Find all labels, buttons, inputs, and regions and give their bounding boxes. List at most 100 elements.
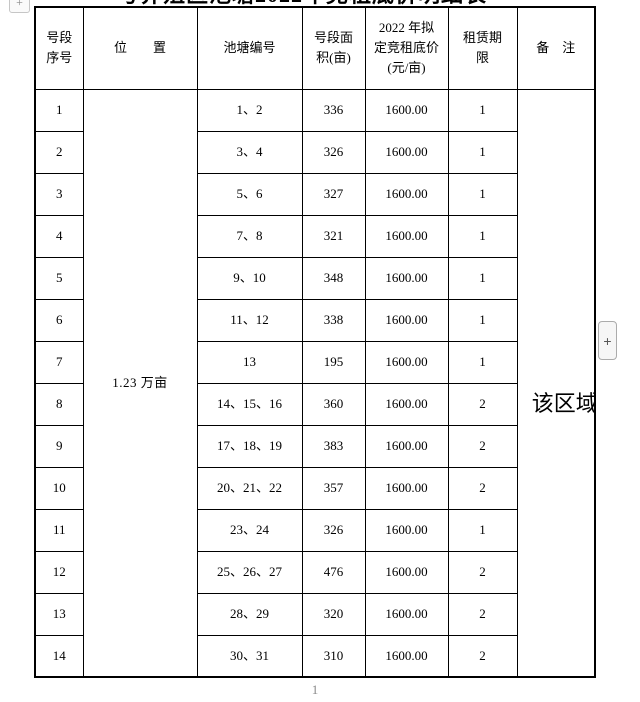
cell-price: 1600.00 xyxy=(364,508,449,552)
cell-area: 310 xyxy=(301,634,366,678)
cell-ponds: 20、21、22 xyxy=(196,466,303,510)
header-seq: 号段 序号 xyxy=(34,6,84,90)
cell-term: 2 xyxy=(447,382,518,426)
table-row: 4 7、8 321 1600.00 1 xyxy=(34,214,595,258)
table-row: 12 25、26、27 476 1600.00 2 xyxy=(34,550,595,594)
cell-seq: 7 xyxy=(34,340,84,384)
cell-area: 326 xyxy=(301,508,366,552)
cell-price: 1600.00 xyxy=(364,550,449,594)
cell-price: 1600.00 xyxy=(364,634,449,678)
table-row: 14 30、31 310 1600.00 2 xyxy=(34,634,595,678)
cell-term: 1 xyxy=(447,88,518,132)
cell-term: 2 xyxy=(447,424,518,468)
cell-price: 1600.00 xyxy=(364,466,449,510)
header-area: 号段面 积(亩) xyxy=(301,6,366,90)
cell-ponds: 3、4 xyxy=(196,130,303,174)
move-handle-icon: + xyxy=(16,0,23,9)
table-row: 6 11、12 338 1600.00 1 xyxy=(34,298,595,342)
cell-ponds: 11、12 xyxy=(196,298,303,342)
cell-area: 383 xyxy=(301,424,366,468)
cell-seq: 9 xyxy=(34,424,84,468)
cell-area: 320 xyxy=(301,592,366,636)
cell-location-merged: 1.23 万亩 xyxy=(82,88,198,678)
cell-seq: 3 xyxy=(34,172,84,216)
plus-icon: + xyxy=(603,332,612,349)
table-row: 5 9、10 348 1600.00 1 xyxy=(34,256,595,300)
header-location: 位 置 xyxy=(82,6,198,90)
cell-price: 1600.00 xyxy=(364,214,449,258)
cell-seq: 14 xyxy=(34,634,84,678)
cell-ponds: 5、6 xyxy=(196,172,303,216)
table-row: 8 14、15、16 360 1600.00 2 xyxy=(34,382,595,426)
cell-seq: 8 xyxy=(34,382,84,426)
table-row: 11 23、24 326 1600.00 1 xyxy=(34,508,595,552)
table-row: 9 17、18、19 383 1600.00 2 xyxy=(34,424,595,468)
cell-term: 1 xyxy=(447,340,518,384)
header-row: 号段 序号 位 置 池塘编号 号段面 积(亩) 2022 年拟 定竞租底价 (元… xyxy=(34,6,596,90)
cell-price: 1600.00 xyxy=(364,340,449,384)
cell-area: 326 xyxy=(301,130,366,174)
pond-rental-table: 号段 序号 位 置 池塘编号 号段面 积(亩) 2022 年拟 定竞租底价 (元… xyxy=(34,6,596,678)
cell-area: 336 xyxy=(301,88,366,132)
cell-ponds: 13 xyxy=(196,340,303,384)
cell-ponds: 28、29 xyxy=(196,592,303,636)
cell-area: 327 xyxy=(301,172,366,216)
table-row: 13 28、29 320 1600.00 2 xyxy=(34,592,595,636)
cell-price: 1600.00 xyxy=(364,172,449,216)
cell-seq: 6 xyxy=(34,298,84,342)
cell-area: 357 xyxy=(301,466,366,510)
cell-price: 1600.00 xyxy=(364,88,449,132)
header-ponds: 池塘编号 xyxy=(196,6,303,90)
header-price: 2022 年拟 定竞租底价 (元/亩) xyxy=(364,6,449,90)
table-row: 3 5、6 327 1600.00 1 xyxy=(34,172,595,216)
cell-price: 1600.00 xyxy=(364,298,449,342)
cell-term: 2 xyxy=(447,466,518,510)
cell-ponds: 7、8 xyxy=(196,214,303,258)
cell-seq: 1 xyxy=(34,88,84,132)
cell-ponds: 23、24 xyxy=(196,508,303,552)
cell-seq: 13 xyxy=(34,592,84,636)
cell-area: 360 xyxy=(301,382,366,426)
header-term: 租赁期 限 xyxy=(447,6,518,90)
cell-price: 1600.00 xyxy=(364,424,449,468)
cell-seq: 10 xyxy=(34,466,84,510)
cell-term: 2 xyxy=(447,550,518,594)
cell-ponds: 30、31 xyxy=(196,634,303,678)
cell-term: 1 xyxy=(447,256,518,300)
remark-text: 该区域池塘打水费用自理。 xyxy=(531,390,595,416)
cell-term: 2 xyxy=(447,592,518,636)
cell-term: 1 xyxy=(447,172,518,216)
cell-term: 2 xyxy=(447,634,518,678)
cell-area: 348 xyxy=(301,256,366,300)
header-remark: 备 注 xyxy=(516,6,596,90)
cell-term: 1 xyxy=(447,130,518,174)
cell-seq: 11 xyxy=(34,508,84,552)
cell-price: 1600.00 xyxy=(364,382,449,426)
cell-ponds: 14、15、16 xyxy=(196,382,303,426)
cell-area: 476 xyxy=(301,550,366,594)
cell-area: 195 xyxy=(301,340,366,384)
cell-price: 1600.00 xyxy=(364,592,449,636)
cell-term: 1 xyxy=(447,214,518,258)
cell-seq: 12 xyxy=(34,550,84,594)
cell-term: 1 xyxy=(447,508,518,552)
table-move-handle-button[interactable]: + xyxy=(9,0,30,13)
cell-ponds: 17、18、19 xyxy=(196,424,303,468)
cell-ponds: 1、2 xyxy=(196,88,303,132)
cell-seq: 4 xyxy=(34,214,84,258)
cell-ponds: 9、10 xyxy=(196,256,303,300)
cell-area: 321 xyxy=(301,214,366,258)
cell-term: 1 xyxy=(447,298,518,342)
cell-price: 1600.00 xyxy=(364,130,449,174)
cell-seq: 5 xyxy=(34,256,84,300)
cell-seq: 2 xyxy=(34,130,84,174)
table-row: 2 3、4 326 1600.00 1 xyxy=(34,130,595,174)
cell-remark-merged: 该区域池塘打水费用自理。 xyxy=(516,88,596,678)
insert-row-button[interactable]: + xyxy=(598,321,617,360)
cell-price: 1600.00 xyxy=(364,256,449,300)
document-title-clipped: 一号养殖区池塘2022年竞租底价明细表 xyxy=(94,0,487,7)
cell-ponds: 25、26、27 xyxy=(196,550,303,594)
page-number: 1 xyxy=(311,682,319,697)
